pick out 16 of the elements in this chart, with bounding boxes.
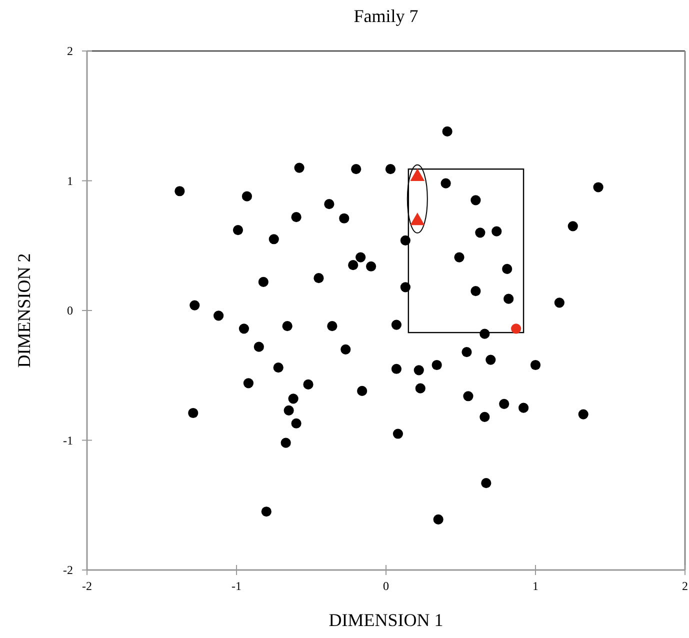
y-tick-label: 2: [67, 44, 73, 58]
point: [511, 324, 522, 334]
y-tick-label: -2: [63, 563, 73, 577]
x-tick-label: -1: [232, 579, 242, 593]
y-tick-label: 0: [67, 304, 73, 318]
x-axis-title: DIMENSION 1: [328, 610, 444, 630]
x-tick-label: -2: [82, 579, 92, 593]
x-tick-label: 0: [383, 579, 389, 593]
y-tick-label: -1: [63, 433, 73, 448]
y-axis-title: DIMENSION 2: [14, 253, 34, 368]
point: [410, 168, 425, 182]
chart-title: Family 7: [354, 6, 418, 26]
y-tick-label: 1: [67, 174, 73, 188]
point: [410, 212, 425, 226]
x-tick-label: 1: [532, 579, 538, 593]
x-tick-label: 2: [682, 579, 688, 593]
